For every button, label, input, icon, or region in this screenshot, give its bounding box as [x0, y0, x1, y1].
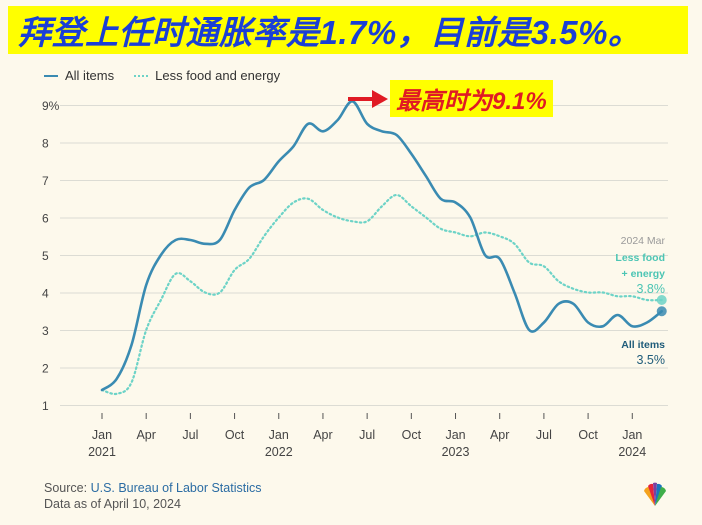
chart-end-annotations: 2024 Mar Less food + energy 3.8% All items 3.… — [615, 235, 665, 367]
y-tick-label: 5 — [42, 249, 49, 263]
annotation-core-label-2: + energy — [622, 268, 666, 280]
annotation-core-value: 3.8% — [637, 282, 666, 296]
legend-dotted-swatch — [134, 74, 149, 77]
y-tick-label: 4 — [42, 287, 49, 301]
x-tick-label: Jul — [536, 428, 552, 442]
source-link[interactable]: U.S. Bureau of Labor Statistics — [90, 481, 262, 495]
annotation-core-label: Less food — [615, 252, 665, 264]
annotation-all-value: 3.5% — [637, 353, 666, 367]
x-tick-label: Jul — [359, 428, 375, 442]
chart-gridlines — [60, 105, 668, 406]
headline-banner: 拜登上任时通胀率是1.7%，目前是3.5%。 — [8, 6, 688, 54]
x-tick-label: Apr — [136, 428, 155, 442]
chart-legend: All items Less food and energy — [44, 68, 300, 83]
x-tick-label: Apr — [313, 428, 332, 442]
legend-all-items-label: All items — [65, 68, 115, 83]
peak-callout: 最高时为9.1% — [390, 80, 553, 117]
source-prefix: Source: — [44, 481, 91, 495]
x-tick-label: Jul — [182, 428, 198, 442]
chart-footer: Source: U.S. Bureau of Labor Statistics … — [44, 480, 261, 512]
x-tick-label: Jan — [622, 428, 642, 442]
x-tick-year: 2024 — [618, 445, 646, 459]
source-line: Source: U.S. Bureau of Labor Statistics — [44, 480, 261, 496]
legend-less-food-label: Less food and energy — [155, 68, 281, 83]
x-tick-label: Apr — [490, 428, 509, 442]
x-tick-label: Jan — [269, 428, 289, 442]
y-axis-ticks: 1 2 3 4 5 6 7 8 9% — [42, 99, 60, 413]
y-tick-label: 7 — [42, 174, 49, 188]
y-tick-label: 9% — [42, 99, 60, 113]
legend-less-food: Less food and energy — [134, 68, 280, 83]
y-tick-label: 2 — [42, 362, 49, 376]
peacock-logo-icon — [644, 482, 666, 506]
y-tick-label: 1 — [42, 399, 49, 413]
endpoint-less-food — [656, 295, 667, 305]
x-tick-label: Oct — [402, 428, 422, 442]
y-tick-label: 3 — [42, 324, 49, 338]
annotation-all-label: All items — [621, 339, 665, 351]
legend-solid-swatch — [44, 74, 58, 77]
x-axis-ticks: Jan 2021 Apr Jul Oct Jan 2022 Apr Jul Oct Jan 2023 A… — [88, 413, 646, 459]
y-tick-label: 6 — [42, 212, 49, 226]
x-tick-year: 2021 — [88, 445, 116, 459]
x-tick-year: 2023 — [442, 445, 470, 459]
x-tick-label: Jan — [92, 428, 112, 442]
legend-all-items: All items — [44, 68, 114, 83]
x-tick-label: Jan — [445, 428, 465, 442]
red-arrow-icon — [348, 90, 388, 108]
series-line-all-items — [100, 100, 663, 392]
series-line-less-food — [100, 193, 663, 396]
endpoint-all-items — [656, 306, 667, 317]
y-tick-label: 8 — [42, 137, 49, 151]
data-as-of: Data as of April 10, 2024 — [44, 497, 181, 511]
headline-text: 拜登上任时通胀率是1.7%，目前是3.5%。 — [18, 14, 642, 51]
x-tick-label: Oct — [225, 428, 245, 442]
x-tick-year: 2022 — [265, 445, 293, 459]
annotation-date: 2024 Mar — [621, 235, 666, 247]
x-tick-label: Oct — [578, 428, 598, 442]
chart-series — [100, 100, 667, 396]
